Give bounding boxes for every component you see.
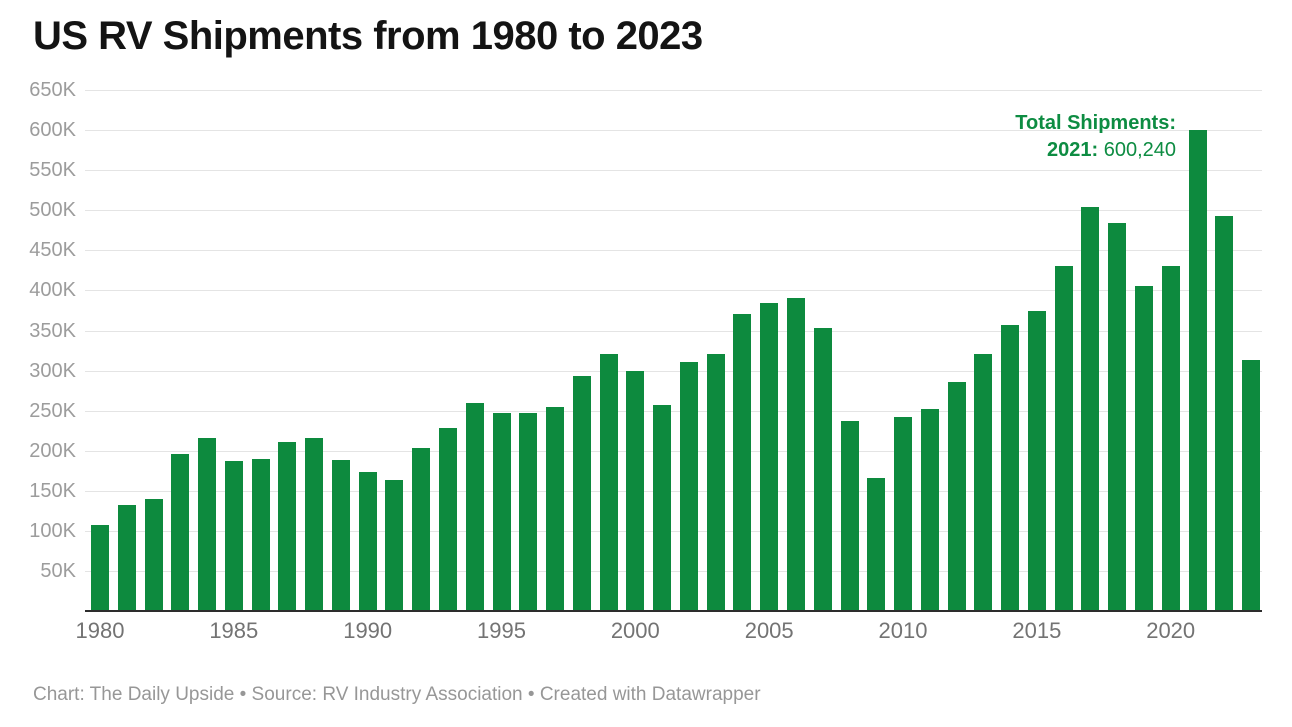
bar-1988[interactable] bbox=[305, 438, 324, 611]
bar-2022[interactable] bbox=[1215, 215, 1234, 611]
bar-2013[interactable] bbox=[974, 353, 993, 611]
bar-2009[interactable] bbox=[867, 478, 886, 611]
bar-1983[interactable] bbox=[171, 453, 190, 611]
x-tick-label-2005: 2005 bbox=[744, 618, 794, 643]
y-tick-label-450K: 450K bbox=[29, 239, 76, 262]
y-tick-label-250K: 250K bbox=[29, 399, 76, 422]
bar-2010[interactable] bbox=[894, 416, 912, 611]
gridline-50K bbox=[85, 570, 1262, 572]
x-tick-label-2015: 2015 bbox=[1012, 618, 1062, 643]
gridline-200K bbox=[85, 450, 1262, 452]
bar-2020[interactable] bbox=[1161, 266, 1180, 611]
y-tick-label-150K: 150K bbox=[29, 479, 76, 502]
gridline-450K bbox=[85, 250, 1262, 252]
gridline-100K bbox=[85, 530, 1262, 532]
annotation-total-shipments: Total Shipments: 2021: 600,240 bbox=[1015, 110, 1176, 164]
bar-2003[interactable] bbox=[706, 353, 725, 611]
bar-2016[interactable] bbox=[1054, 265, 1073, 611]
bar-2018[interactable] bbox=[1108, 223, 1127, 611]
y-tick-label-100K: 100K bbox=[29, 519, 76, 542]
x-axis-baseline bbox=[85, 610, 1262, 612]
annotation-year-label: 2021: bbox=[1046, 139, 1099, 161]
bar-1995[interactable] bbox=[492, 413, 511, 611]
bar-1993[interactable] bbox=[439, 428, 457, 611]
x-tick-label-2000: 2000 bbox=[610, 618, 660, 643]
x-tick-label-2010: 2010 bbox=[878, 618, 928, 643]
bar-1998[interactable] bbox=[572, 376, 591, 611]
bar-1996[interactable] bbox=[519, 412, 538, 611]
bar-2006[interactable] bbox=[787, 298, 805, 611]
gridline-400K bbox=[85, 290, 1262, 292]
bar-1986[interactable] bbox=[251, 459, 270, 611]
annotation-line2: 2021: 600,240 bbox=[1015, 137, 1176, 164]
bar-1992[interactable] bbox=[412, 448, 431, 611]
x-tick-label-1980: 1980 bbox=[75, 618, 125, 643]
bar-2021[interactable] bbox=[1188, 129, 1207, 611]
gridline-600K bbox=[85, 130, 1262, 132]
attribution-footer: Chart: The Daily Upside • Source: RV Ind… bbox=[33, 684, 761, 705]
bar-1989[interactable] bbox=[331, 460, 350, 611]
x-tick-label-1985: 1985 bbox=[209, 618, 259, 643]
gridline-650K bbox=[85, 90, 1262, 91]
bar-1991[interactable] bbox=[385, 480, 404, 611]
chart-title: US RV Shipments from 1980 to 2023 bbox=[33, 14, 703, 58]
bar-2017[interactable] bbox=[1081, 206, 1100, 611]
bar-2001[interactable] bbox=[653, 405, 672, 611]
bar-2005[interactable] bbox=[760, 302, 779, 611]
annotation-line1: Total Shipments: bbox=[1015, 112, 1176, 134]
annotation-value: 600,240 bbox=[1103, 139, 1176, 161]
y-tick-label-400K: 400K bbox=[29, 279, 76, 302]
bar-2012[interactable] bbox=[947, 382, 966, 611]
y-tick-label-650K: 650K bbox=[29, 79, 76, 101]
bar-1984[interactable] bbox=[198, 437, 217, 611]
bar-1980[interactable] bbox=[91, 525, 109, 611]
y-tick-label-200K: 200K bbox=[29, 439, 76, 462]
bar-1990[interactable] bbox=[358, 472, 377, 611]
bar-2015[interactable] bbox=[1027, 311, 1046, 611]
bar-2019[interactable] bbox=[1134, 285, 1153, 611]
bar-1981[interactable] bbox=[117, 505, 136, 611]
gridline-250K bbox=[85, 410, 1262, 412]
bar-2023[interactable] bbox=[1242, 360, 1260, 611]
gridline-350K bbox=[85, 330, 1262, 332]
bar-2008[interactable] bbox=[840, 421, 859, 611]
bar-2002[interactable] bbox=[679, 361, 698, 611]
y-tick-label-500K: 500K bbox=[29, 199, 76, 222]
bar-2004[interactable] bbox=[733, 314, 752, 611]
gridline-150K bbox=[85, 490, 1262, 492]
y-tick-label-550K: 550K bbox=[29, 159, 76, 182]
bar-2014[interactable] bbox=[1001, 325, 1020, 611]
y-tick-label-600K: 600K bbox=[29, 119, 76, 142]
y-tick-label-50K: 50K bbox=[40, 559, 76, 582]
x-tick-label-1995: 1995 bbox=[477, 618, 526, 643]
bar-2000[interactable] bbox=[626, 370, 645, 611]
x-tick-label-1990: 1990 bbox=[343, 618, 393, 643]
gridline-500K bbox=[85, 210, 1262, 212]
gridline-550K bbox=[85, 170, 1262, 172]
gridline-300K bbox=[85, 370, 1262, 372]
y-tick-label-350K: 350K bbox=[29, 319, 76, 342]
y-tick-label-300K: 300K bbox=[29, 359, 76, 382]
bar-1982[interactable] bbox=[144, 498, 163, 611]
bar-1987[interactable] bbox=[278, 441, 297, 611]
bar-1997[interactable] bbox=[546, 407, 564, 611]
bar-2011[interactable] bbox=[920, 408, 939, 611]
bar-1999[interactable] bbox=[599, 353, 618, 611]
bar-1994[interactable] bbox=[465, 403, 484, 611]
bar-2007[interactable] bbox=[813, 327, 832, 611]
bar-1985[interactable] bbox=[224, 461, 243, 611]
x-tick-label-2020: 2020 bbox=[1146, 618, 1196, 643]
